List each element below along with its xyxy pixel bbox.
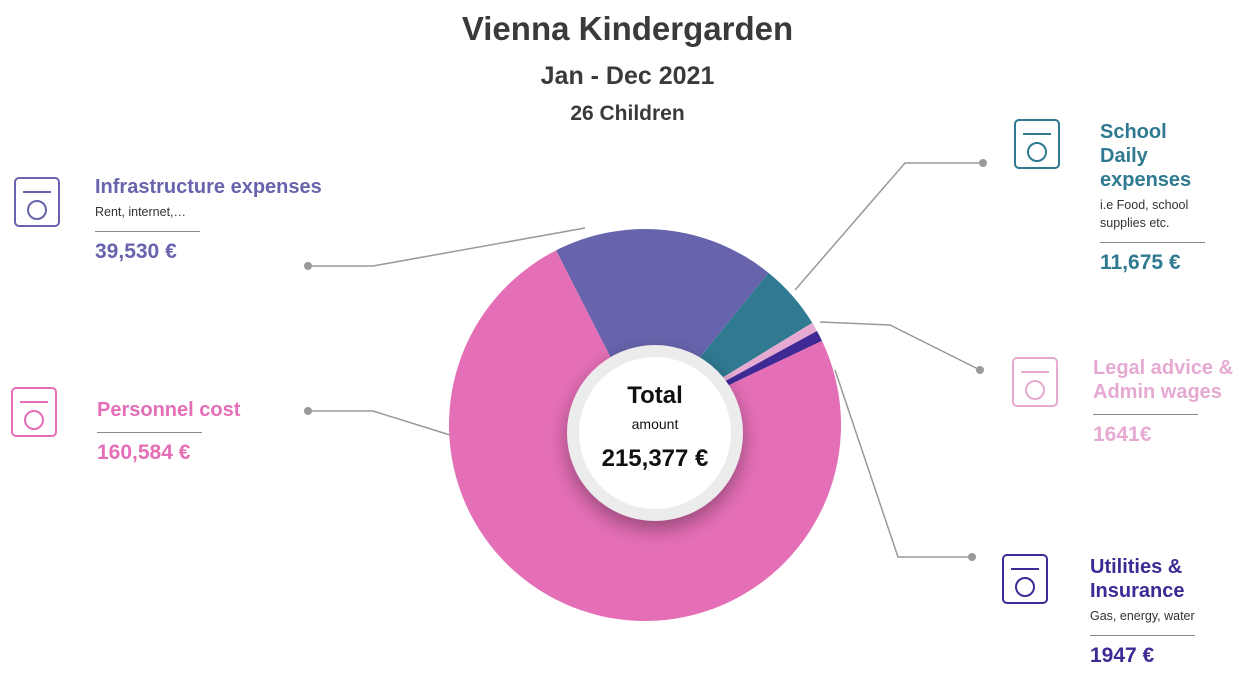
icon	[14, 177, 60, 227]
slice-name: Utilities & Insurance	[1090, 556, 1185, 602]
icon-shape	[11, 387, 57, 437]
separator	[1100, 242, 1205, 243]
slice-description: Rent, internet,…	[95, 205, 187, 219]
slice-name: Personnel cost	[97, 399, 241, 421]
slice-description: Gas, energy, water	[1090, 609, 1195, 623]
slice-name: Legal advice & Admin wages	[1093, 357, 1234, 403]
icon-shape	[27, 200, 47, 220]
slice-label: Utilities & Insurance Gas, energy, water 1…	[1090, 555, 1240, 668]
leader-line	[794, 162, 983, 291]
icon	[1014, 119, 1060, 169]
icon-shape	[24, 410, 44, 430]
leader-line	[308, 227, 586, 267]
separator	[95, 231, 200, 232]
slice-name: School Daily expenses	[1100, 121, 1192, 191]
icon-shape	[1012, 357, 1058, 407]
leader-line	[834, 369, 972, 558]
leader-line	[308, 410, 451, 436]
icon-shape	[14, 177, 60, 227]
icon-shape	[1025, 380, 1045, 400]
center-title: Total	[627, 382, 683, 409]
slice-value: 39,530 €	[95, 240, 177, 263]
icon-shape	[1015, 577, 1035, 597]
chart-note: 26 Children	[570, 102, 685, 125]
leader-dot	[304, 262, 312, 270]
slice-label: Personnel cost 160,584 €	[97, 398, 297, 465]
leader-dot	[304, 407, 312, 415]
slice-label: Legal advice & Admin wages 1641€	[1093, 356, 1253, 447]
slice-name: Infrastructure expenses	[95, 176, 322, 198]
slice-value: 1641€	[1093, 423, 1152, 446]
slice-value: 11,675 €	[1100, 251, 1181, 274]
icon-shape	[1002, 554, 1048, 604]
slice-label: School Daily expenses i.e Food, school su…	[1100, 120, 1220, 275]
pie-slice	[556, 229, 769, 425]
leader-dot	[976, 366, 984, 374]
leader-dot	[979, 159, 987, 167]
icon-shape	[1014, 119, 1060, 169]
separator	[1090, 635, 1195, 636]
center-total: 215,377 €	[602, 445, 709, 472]
slice-value: 1947 €	[1090, 644, 1155, 667]
leader-line	[819, 321, 981, 371]
center-subtitle: amount	[632, 416, 679, 432]
slice-value: 160,584 €	[97, 441, 191, 464]
slice-description: i.e Food, school supplies etc.	[1100, 198, 1189, 230]
icon	[1012, 357, 1058, 407]
chart-title: Vienna Kindergarden	[461, 10, 794, 47]
slice-label: Infrastructure expenses Rent, internet,… 3…	[95, 175, 355, 264]
icon	[11, 387, 57, 437]
icon-shape	[1027, 142, 1047, 162]
separator	[97, 432, 202, 433]
center-disc	[579, 357, 731, 509]
chart-subtitle: Jan - Dec 2021	[540, 62, 715, 90]
icon	[1002, 554, 1048, 604]
separator	[1093, 414, 1198, 415]
leader-dot	[968, 553, 976, 561]
